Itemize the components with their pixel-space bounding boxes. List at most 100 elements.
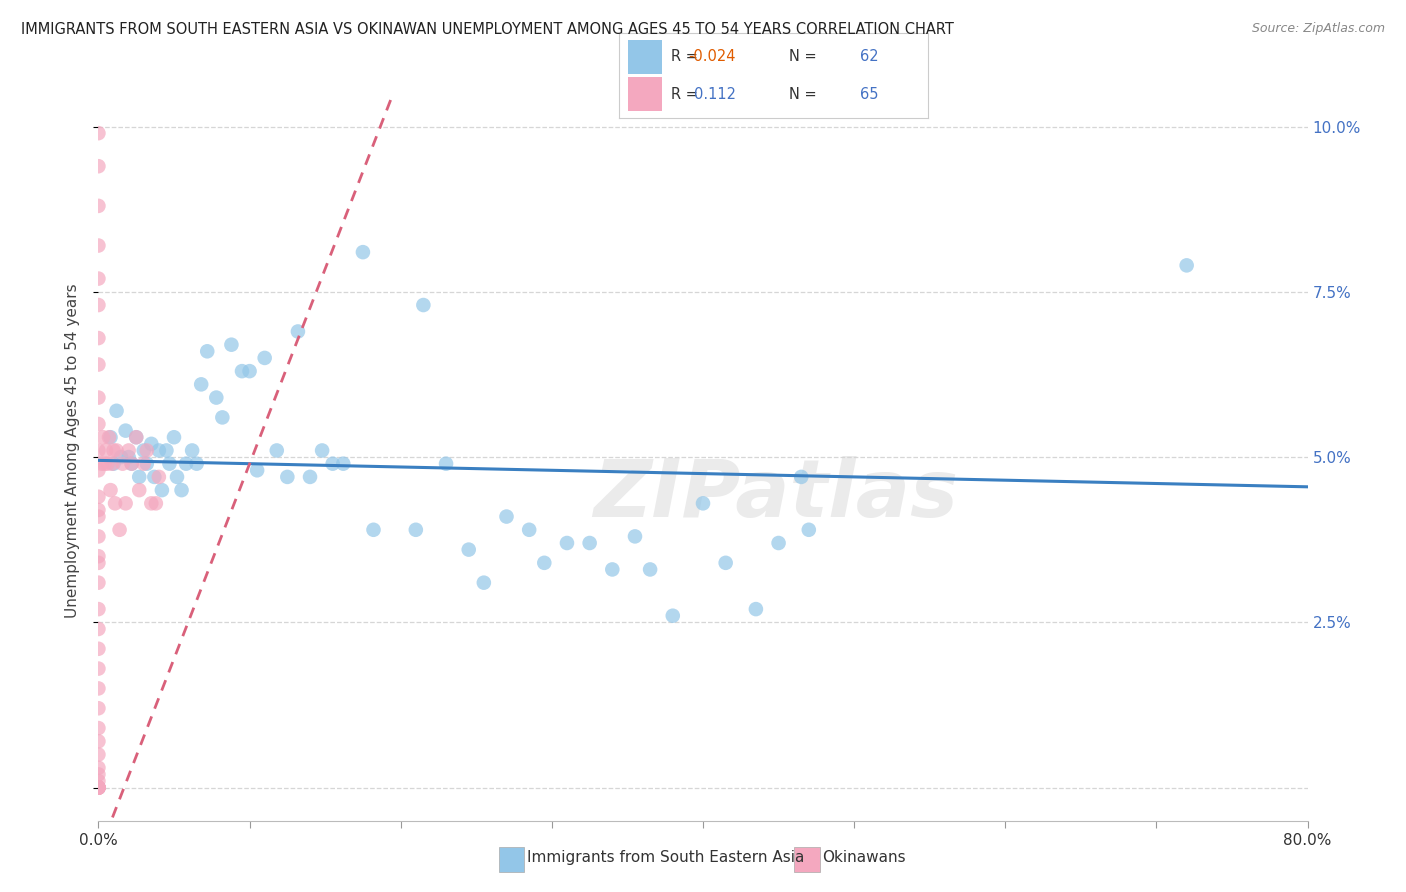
Point [141, 496, 163, 510]
Point [108, 523, 131, 537]
Point [87, 298, 110, 312]
Point [87, 556, 110, 570]
Text: 62: 62 [860, 49, 879, 64]
Point [87, 774, 110, 789]
Point [768, 536, 790, 550]
Point [121, 457, 143, 471]
Point [239, 364, 262, 378]
Text: R =: R = [671, 49, 699, 64]
Point [87, 701, 110, 715]
Point [692, 496, 714, 510]
Point [114, 496, 136, 510]
Point [457, 542, 479, 557]
Point [135, 443, 157, 458]
Point [87, 238, 110, 252]
Point [87, 780, 110, 795]
Point [101, 457, 124, 471]
Point [87, 780, 110, 795]
Point [150, 483, 173, 497]
Point [87, 780, 110, 795]
Point [132, 443, 155, 458]
Point [87, 662, 110, 676]
Point [118, 443, 141, 458]
Point [87, 503, 110, 517]
Point [87, 529, 110, 543]
Point [578, 536, 600, 550]
Point [87, 443, 110, 458]
Point [322, 457, 344, 471]
Point [143, 470, 166, 484]
Point [1175, 259, 1198, 273]
Point [253, 351, 276, 365]
Point [87, 358, 110, 372]
Point [174, 457, 197, 471]
Point [148, 470, 170, 484]
Point [638, 562, 661, 576]
Point [195, 344, 218, 359]
Point [87, 159, 110, 173]
Point [94, 443, 117, 458]
Point [87, 780, 110, 795]
Point [221, 337, 243, 351]
Point [602, 562, 624, 576]
Point [190, 377, 212, 392]
Point [246, 463, 269, 477]
Point [299, 470, 322, 484]
Point [103, 443, 125, 458]
Point [105, 404, 128, 418]
Point [495, 509, 517, 524]
Point [87, 761, 110, 775]
Point [231, 364, 253, 378]
Point [135, 457, 157, 471]
Point [87, 780, 110, 795]
Point [98, 430, 121, 444]
Point [87, 602, 110, 616]
Point [132, 457, 155, 471]
Point [797, 523, 820, 537]
Point [87, 721, 110, 735]
Bar [628, 77, 662, 111]
Point [87, 780, 110, 795]
Point [87, 331, 110, 345]
Point [661, 608, 683, 623]
Point [118, 450, 141, 464]
Point [148, 443, 170, 458]
Text: N =: N = [789, 49, 817, 64]
Point [87, 767, 110, 781]
Point [405, 523, 427, 537]
Text: 0.112: 0.112 [695, 87, 737, 102]
Point [114, 424, 136, 438]
Point [287, 325, 309, 339]
Point [105, 443, 128, 458]
Point [186, 457, 208, 471]
Point [87, 780, 110, 795]
Point [87, 490, 110, 504]
Text: Immigrants from South Eastern Asia: Immigrants from South Eastern Asia [527, 850, 804, 864]
Point [311, 443, 333, 458]
Point [125, 430, 148, 444]
Point [104, 496, 127, 510]
Text: IMMIGRANTS FROM SOUTH EASTERN ASIA VS OKINAWAN UNEMPLOYMENT AMONG AGES 45 TO 54 : IMMIGRANTS FROM SOUTH EASTERN ASIA VS OK… [21, 22, 953, 37]
Point [533, 556, 555, 570]
Point [276, 470, 298, 484]
Point [121, 457, 143, 471]
Point [159, 457, 181, 471]
Point [103, 457, 125, 471]
Point [96, 457, 118, 471]
Point [87, 681, 110, 696]
Point [87, 780, 110, 795]
Point [170, 483, 193, 497]
Point [87, 199, 110, 213]
Point [745, 602, 768, 616]
Point [555, 536, 578, 550]
Text: Okinawans: Okinawans [823, 850, 905, 864]
Point [181, 443, 204, 458]
Point [87, 747, 110, 762]
Point [145, 496, 167, 510]
Point [87, 126, 110, 140]
Point [332, 457, 354, 471]
Point [100, 483, 122, 497]
Point [352, 245, 374, 260]
Text: N =: N = [789, 87, 817, 102]
Point [714, 556, 737, 570]
